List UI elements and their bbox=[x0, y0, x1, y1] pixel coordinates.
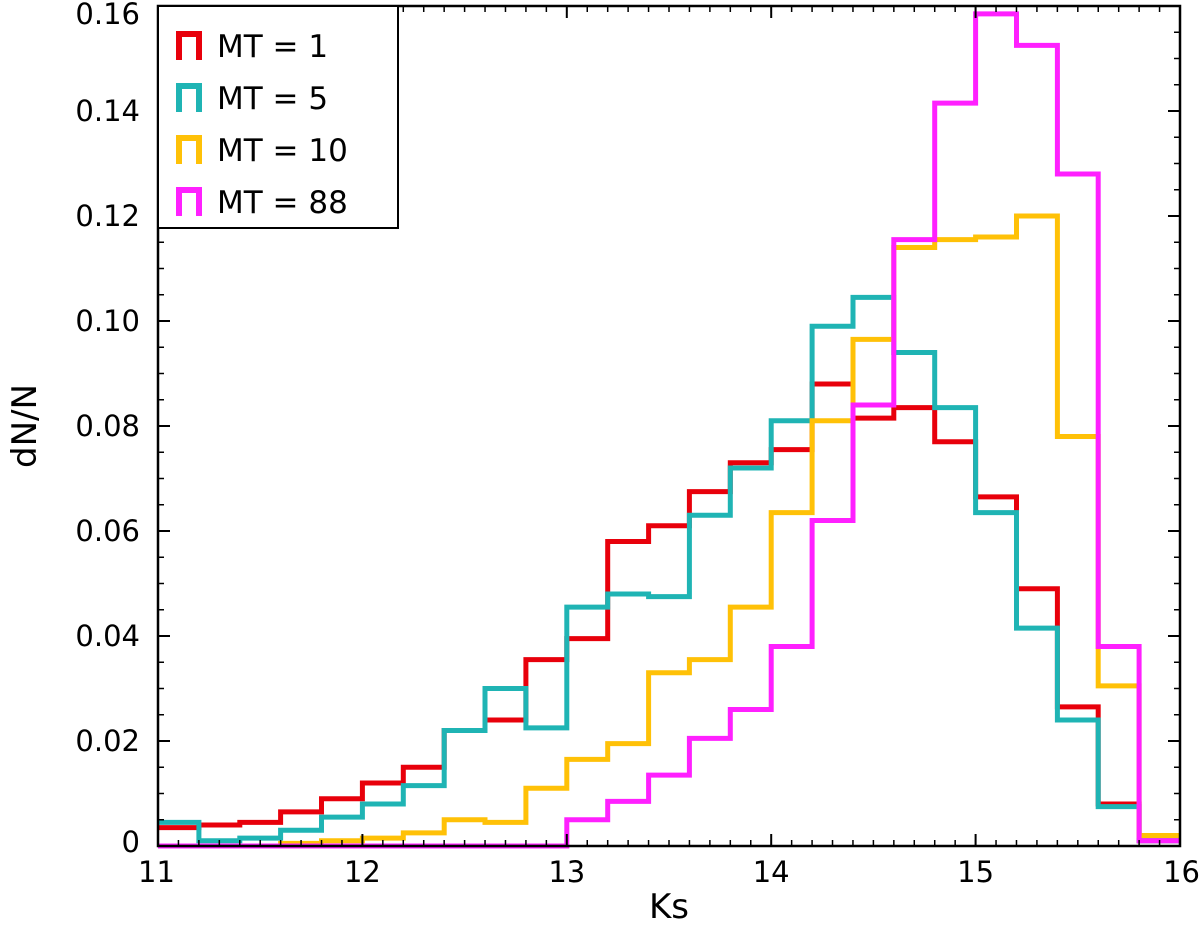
x-tick-label: 16 bbox=[1163, 855, 1200, 889]
y-tick-label: 0.08 bbox=[75, 409, 140, 443]
x-axis-title: Ks bbox=[649, 887, 689, 926]
series-line-3 bbox=[158, 213, 1180, 849]
y-tick-label: 0.02 bbox=[75, 724, 140, 758]
legend-label-3: MT = 10 bbox=[217, 133, 348, 169]
y-tick-label: 0.14 bbox=[75, 94, 140, 128]
x-tick-label: 12 bbox=[344, 855, 381, 889]
legend: MT = 1 MT = 5 MT = 10 MT = 88 bbox=[157, 5, 399, 229]
legend-swatch-1 bbox=[176, 31, 202, 60]
x-tick-label: 13 bbox=[548, 855, 585, 889]
legend-label-4: MT = 88 bbox=[217, 185, 348, 221]
tick-layer: 11 12 13 14 15 16 0 0.02 0.04 0.06 0.08 0.10 0.12 0.1… bbox=[75, 0, 1200, 889]
y-tick-label: 0.10 bbox=[75, 304, 140, 338]
y-tick-label: 0.16 bbox=[75, 0, 140, 31]
series-line-1 bbox=[158, 381, 1180, 844]
x-tick-label: 15 bbox=[957, 855, 994, 889]
legend-swatch-2 bbox=[176, 83, 202, 112]
series-line-2 bbox=[158, 294, 1180, 844]
x-tick-label: 14 bbox=[753, 855, 790, 889]
legend-swatch-3 bbox=[176, 135, 202, 164]
legend-swatch-4 bbox=[176, 187, 202, 216]
y-axis-title: dN/N bbox=[5, 384, 45, 468]
y-tick-label: 0 bbox=[122, 825, 140, 859]
y-tick-label: 0.12 bbox=[75, 199, 140, 233]
legend-label-2: MT = 5 bbox=[217, 81, 328, 117]
y-tick-label: 0.06 bbox=[75, 514, 140, 548]
y-tick-label: 0.04 bbox=[75, 619, 140, 653]
legend-label-1: MT = 1 bbox=[217, 29, 328, 65]
x-tick-label: 11 bbox=[138, 855, 175, 889]
